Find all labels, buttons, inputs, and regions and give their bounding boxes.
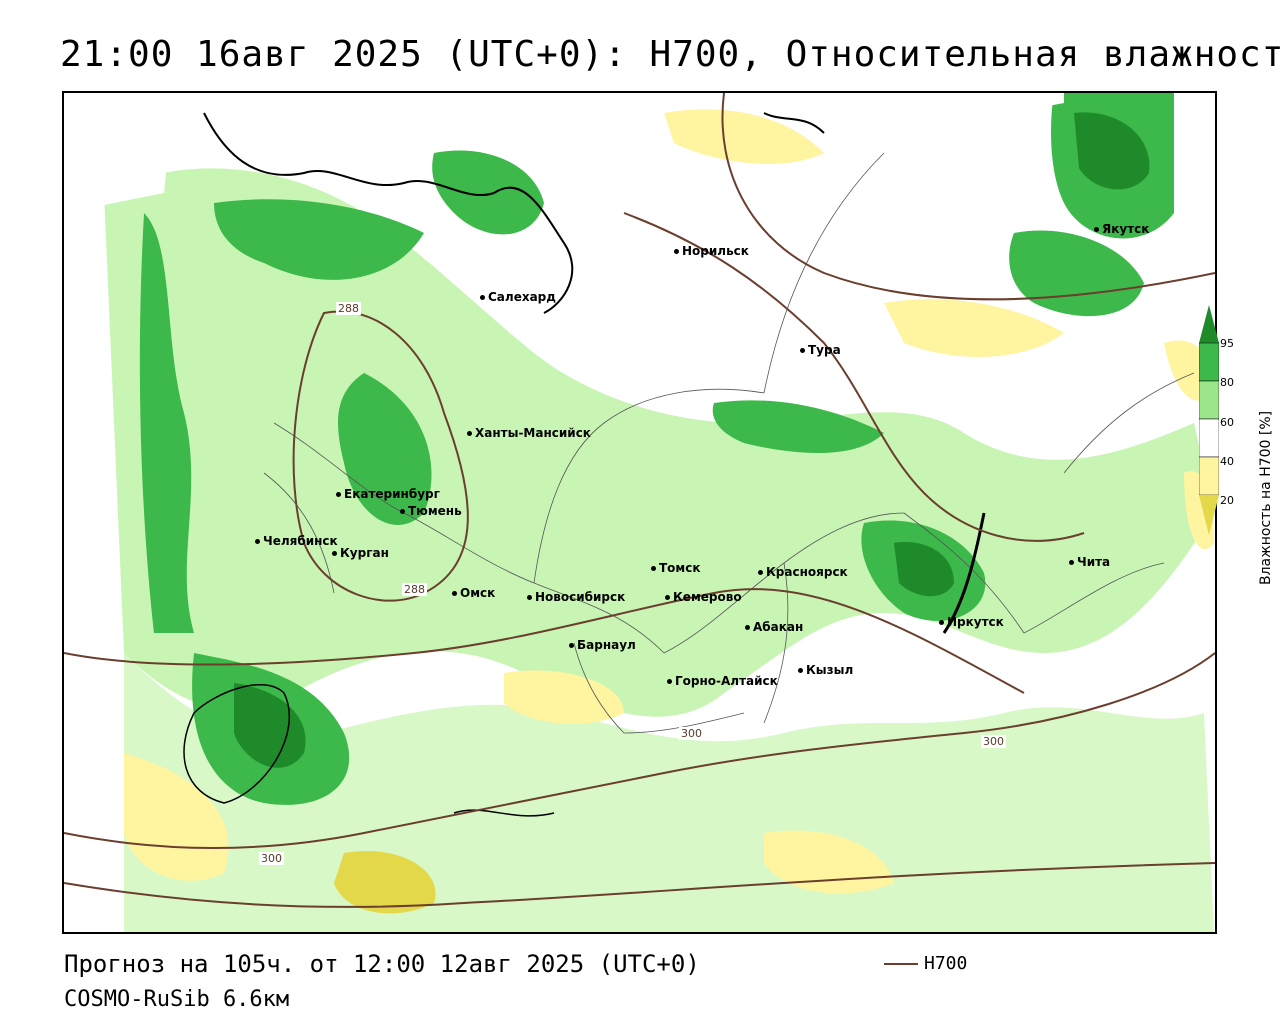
h700-legend: H700 [884,953,967,974]
isoline-label: 300 [259,852,284,865]
isoline-label: 300 [981,735,1006,748]
map-canvas [64,93,1215,932]
city-label: Кемерово [665,590,742,604]
admin-borders [263,152,1195,734]
city-label: Челябинск [255,534,338,548]
legend-line-swatch [884,962,918,965]
humidity-fields [64,93,1214,932]
city-label: Екатеринбург [336,487,440,501]
city-label: Чита [1069,555,1110,569]
humidity-map: 288 288 300 300 300 Норильск Якутск Сале… [62,91,1217,934]
city-label: Тюмень [400,504,462,518]
city-label: Красноярск [758,565,848,579]
humidity-colorbar [1199,305,1219,535]
city-label: Кызыл [798,663,853,677]
colorbar-tick: 95 [1220,337,1234,350]
city-label: Ханты-Мансийск [467,426,591,440]
colorbar-tick: 80 [1220,376,1234,389]
colorbar-tick: 60 [1220,416,1234,429]
isoline-label: 288 [402,583,427,596]
h700-isolines [64,93,1215,908]
city-label: Якутск [1094,222,1149,236]
city-label: Тура [800,343,841,357]
model-name: COSMO-RuSib 6.6км [64,987,290,1012]
city-label: Горно-Алтайск [667,674,778,688]
legend-label: H700 [924,953,968,974]
isoline-label: 300 [679,727,704,740]
city-label: Барнаул [569,638,636,652]
city-label: Абакан [745,620,803,634]
map-title: 21:00 16авг 2025 (UTC+0): H700, Относите… [60,34,1280,75]
city-label: Салехард [480,290,556,304]
city-label: Иркутск [939,615,1004,629]
forecast-info: Прогноз на 105ч. от 12:00 12авг 2025 (UT… [64,950,700,978]
colorbar-tick: 20 [1220,494,1234,507]
colorbar-title: Влажность на H700 [%] [1258,410,1274,585]
city-label: Новосибирск [527,590,625,604]
colorbar-tick: 40 [1220,455,1234,468]
isoline-label: 288 [336,302,361,315]
city-label: Норильск [674,244,749,258]
city-label: Омск [452,586,495,600]
city-label: Курган [332,546,389,560]
city-label: Томск [651,561,701,575]
